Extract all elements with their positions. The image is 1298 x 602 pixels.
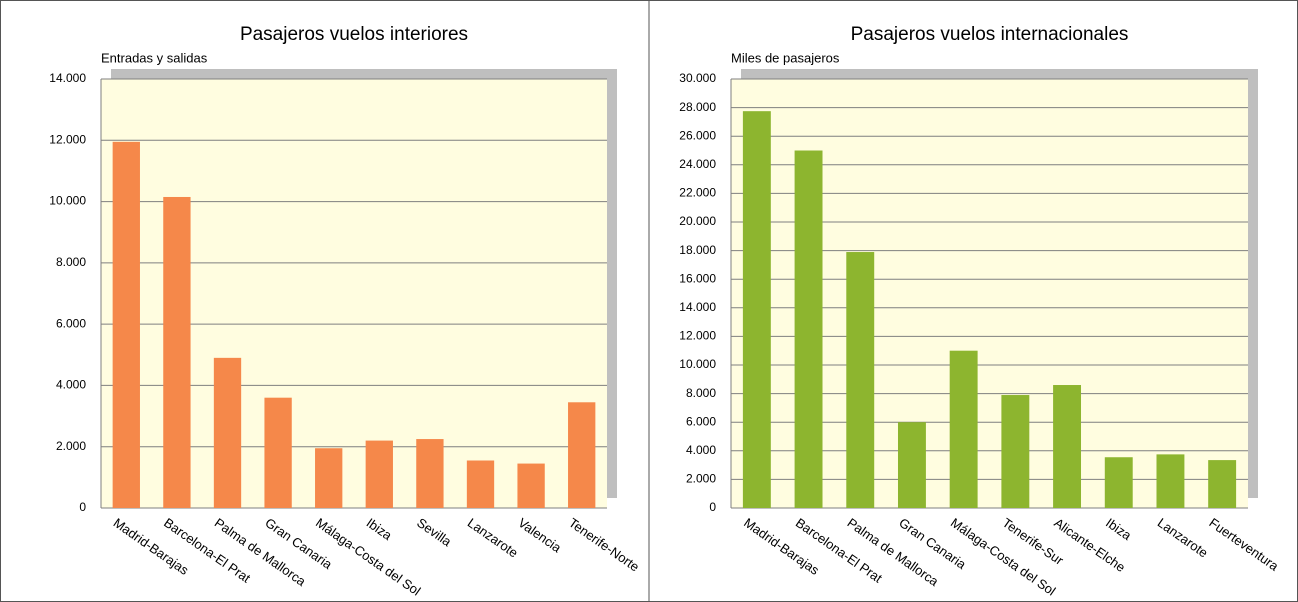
y-tick-label: 14.000	[49, 71, 86, 85]
y-tick-label: 8.000	[56, 255, 86, 269]
y-tick-label: 12.000	[49, 132, 86, 146]
y-tick-label: 12.000	[679, 329, 716, 343]
y-tick-label: 8.000	[686, 386, 716, 400]
y-tick-label: 16.000	[679, 271, 716, 285]
x-tick-label: Lanzarote	[1155, 515, 1211, 560]
x-tick-label: Palma de Mallorca	[845, 515, 942, 589]
y-tick-label: 4.000	[56, 378, 86, 392]
bar	[1104, 457, 1133, 508]
bar	[897, 422, 926, 508]
x-tick-label: Ibiza	[364, 515, 396, 543]
y-tick-label: 14.000	[679, 300, 716, 314]
x-tick-label: Valencia	[515, 515, 564, 556]
bar	[794, 150, 823, 508]
y-tick-label: 24.000	[679, 157, 716, 171]
x-tick-label: Tenerife-Norte	[566, 515, 642, 575]
bar	[213, 357, 242, 508]
x-tick-label: Sevilla	[414, 515, 455, 550]
x-tick-label: Barcelona-El Prat	[161, 515, 253, 586]
y-tick-label: 2.000	[686, 472, 716, 486]
y-tick-label: 18.000	[679, 243, 716, 257]
bar	[1208, 460, 1237, 508]
bar	[568, 402, 596, 508]
y-tick-label: 6.000	[686, 414, 716, 428]
y-tick-label: 20.000	[679, 214, 716, 228]
y-tick-label: 4.000	[686, 443, 716, 457]
bar	[1001, 395, 1030, 508]
y-tick-label: 26.000	[679, 128, 716, 142]
bar	[1053, 385, 1082, 508]
y-tick-label: 22.000	[679, 186, 716, 200]
bar	[846, 252, 875, 508]
y-tick-label: 2.000	[56, 439, 86, 453]
subtitle: Entradas y salidas	[101, 50, 208, 65]
y-tick-label: 10.000	[679, 357, 716, 371]
bar	[416, 439, 444, 508]
bar	[517, 463, 545, 508]
x-tick-label: Lanzarote	[465, 515, 521, 560]
y-tick-label: 0	[709, 500, 716, 514]
y-tick-label: 30.000	[679, 71, 716, 85]
x-tick-label: Fuerteventura	[1206, 515, 1282, 574]
bar	[1156, 454, 1185, 508]
y-tick-label: 0	[79, 500, 86, 514]
y-tick-label: 28.000	[679, 100, 716, 114]
x-tick-label: Palma de Mallorca	[212, 515, 309, 589]
y-tick-label: 10.000	[49, 194, 86, 208]
bar	[466, 460, 495, 508]
bar	[264, 397, 292, 508]
bar	[365, 440, 393, 508]
bar	[112, 141, 140, 508]
bar	[742, 111, 771, 509]
y-tick-label: 6.000	[56, 316, 86, 330]
bar	[163, 196, 191, 508]
chart-title: Pasajeros vuelos internacionales	[851, 24, 1129, 45]
bar	[315, 448, 343, 508]
subtitle: Miles de pasajeros	[731, 50, 840, 65]
chart-title: Pasajeros vuelos interiores	[240, 24, 468, 45]
bar	[949, 350, 978, 508]
x-tick-label: Ibiza	[1103, 515, 1135, 543]
x-tick-label: Barcelona-El Prat	[793, 515, 885, 586]
